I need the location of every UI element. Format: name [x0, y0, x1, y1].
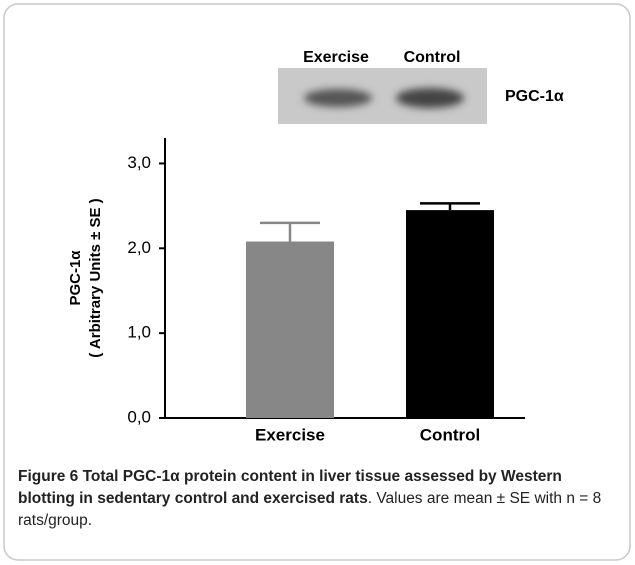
y-tick-label: 0,0	[127, 407, 151, 426]
x-tick-label: Exercise	[255, 425, 325, 444]
x-tick-label: Control	[420, 425, 480, 444]
caption-text: . Values are mean ± SE with n = 8 rats/g…	[18, 490, 602, 529]
y-axis-label: ( Arbitrary Units ± SE )	[87, 198, 104, 357]
y-tick-label: 3,0	[127, 153, 151, 172]
y-tick-label: 2,0	[127, 238, 151, 257]
blot-band	[396, 88, 464, 108]
frame	[3, 3, 631, 561]
blot-band	[304, 89, 372, 107]
blot-lane-label: Exercise	[303, 49, 369, 66]
y-tick-label: 1,0	[127, 323, 151, 342]
blot-label: PGC-1α	[505, 88, 564, 105]
caption-title: Total PGC-1α protein content in liver ti…	[18, 468, 562, 507]
caption: Figure 6 Total PGC-1α protein content in…	[18, 466, 618, 532]
bar	[406, 210, 494, 418]
y-axis-label: PGC-1α	[67, 250, 84, 306]
caption-label: Figure 6	[18, 468, 79, 485]
blot-lane-label: Control	[404, 49, 461, 66]
bar	[246, 241, 334, 418]
